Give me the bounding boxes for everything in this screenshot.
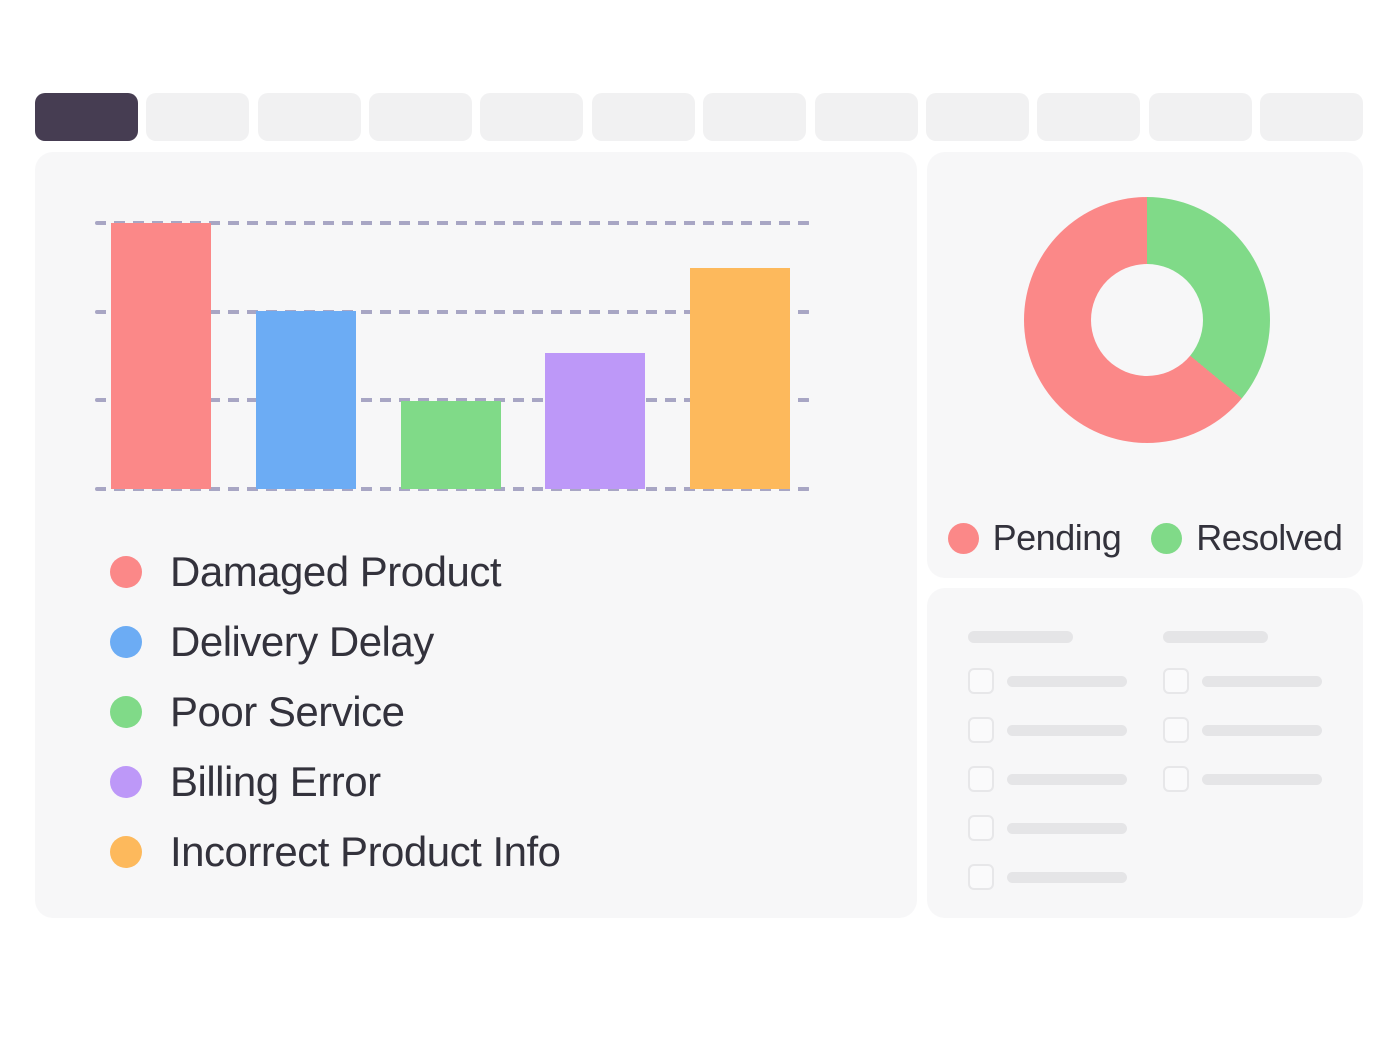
donut-legend-item-resolved: Resolved xyxy=(1151,517,1343,559)
donut-legend-label: Resolved xyxy=(1196,517,1343,558)
tab-bar xyxy=(35,93,1363,141)
bar-billing-error xyxy=(545,353,645,489)
donut-chart xyxy=(1024,197,1270,443)
legend-dot-billing-error xyxy=(110,766,142,798)
tab-4[interactable] xyxy=(369,93,473,141)
donut-panel: Pending Resolved xyxy=(927,152,1363,578)
tab-6[interactable] xyxy=(591,93,695,141)
skeleton-text-line xyxy=(1202,773,1322,785)
legend-item-damaged-product: Damaged Product xyxy=(110,548,561,595)
skeleton-text-line xyxy=(1007,675,1127,687)
skeleton-text-line xyxy=(1007,724,1127,736)
tab-12[interactable] xyxy=(1259,93,1363,141)
legend-item-billing-error: Billing Error xyxy=(110,758,561,805)
tab-8[interactable] xyxy=(814,93,918,141)
legend-label: Incorrect Product Info xyxy=(170,828,561,875)
legend-item-incorrect-product-info: Incorrect Product Info xyxy=(110,828,561,875)
donut-legend-dot-resolved xyxy=(1151,522,1183,554)
gridline xyxy=(95,487,810,491)
legend-label: Poor Service xyxy=(170,688,405,735)
checkbox[interactable] xyxy=(968,717,994,743)
skeleton-text-line xyxy=(1007,773,1127,785)
bar-poor-service xyxy=(401,401,501,489)
donut-legend: Pending Resolved xyxy=(927,514,1363,562)
skeleton-row xyxy=(1163,668,1322,694)
legend-dot-poor-service xyxy=(110,696,142,728)
skeleton-header xyxy=(1163,631,1268,643)
skeleton-row xyxy=(968,717,1127,743)
skeleton-row xyxy=(968,668,1127,694)
skeleton-text-line xyxy=(1202,724,1322,736)
bar-chart-panel: Damaged Product Delivery Delay Poor Servic… xyxy=(35,152,917,918)
skeleton-column-1 xyxy=(968,631,1127,913)
bar-incorrect-product-info xyxy=(690,268,790,489)
gridline xyxy=(95,398,810,403)
skeleton-column-2 xyxy=(1163,631,1322,815)
checkbox[interactable] xyxy=(968,864,994,890)
legend-item-poor-service: Poor Service xyxy=(110,688,561,735)
legend-label: Damaged Product xyxy=(170,548,502,595)
skeleton-text-line xyxy=(1202,675,1322,687)
donut-legend-dot-pending xyxy=(947,522,979,554)
skeleton-row xyxy=(1163,766,1322,792)
tab-9[interactable] xyxy=(925,93,1029,141)
checkbox[interactable] xyxy=(968,815,994,841)
checkbox[interactable] xyxy=(968,766,994,792)
gridline xyxy=(95,221,810,225)
donut-legend-item-pending: Pending xyxy=(947,517,1122,559)
legend-dot-delivery-delay xyxy=(110,626,142,658)
skeleton-text-line xyxy=(1007,822,1127,834)
tab-10[interactable] xyxy=(1037,93,1141,141)
checkbox[interactable] xyxy=(1163,668,1189,694)
legend-dot-incorrect-product-info xyxy=(110,836,142,868)
legend-label: Delivery Delay xyxy=(170,618,434,665)
donut-hole xyxy=(1091,264,1203,376)
checkbox[interactable] xyxy=(968,668,994,694)
tab-3[interactable] xyxy=(257,93,361,141)
checkbox[interactable] xyxy=(1163,717,1189,743)
skeleton-text-line xyxy=(1007,871,1127,883)
tab-11[interactable] xyxy=(1148,93,1252,141)
tab-1-active[interactable] xyxy=(35,93,138,141)
skeleton-panel xyxy=(927,588,1363,918)
bar-chart-legend: Damaged Product Delivery Delay Poor Servic… xyxy=(110,548,561,875)
bar-damaged-product xyxy=(111,223,211,489)
tab-5[interactable] xyxy=(480,93,584,141)
legend-dot-damaged-product xyxy=(110,556,142,588)
gridline xyxy=(95,309,810,314)
bar-chart xyxy=(95,221,810,491)
legend-label: Billing Error xyxy=(170,758,381,805)
skeleton-row xyxy=(968,815,1127,841)
legend-item-delivery-delay: Delivery Delay xyxy=(110,618,561,665)
skeleton-row xyxy=(968,864,1127,890)
tab-2[interactable] xyxy=(146,93,250,141)
tab-7[interactable] xyxy=(703,93,807,141)
skeleton-row xyxy=(968,766,1127,792)
skeleton-row xyxy=(1163,717,1322,743)
skeleton-header xyxy=(968,631,1073,643)
checkbox[interactable] xyxy=(1163,766,1189,792)
bar-delivery-delay xyxy=(256,310,356,489)
donut-legend-label: Pending xyxy=(992,517,1122,558)
